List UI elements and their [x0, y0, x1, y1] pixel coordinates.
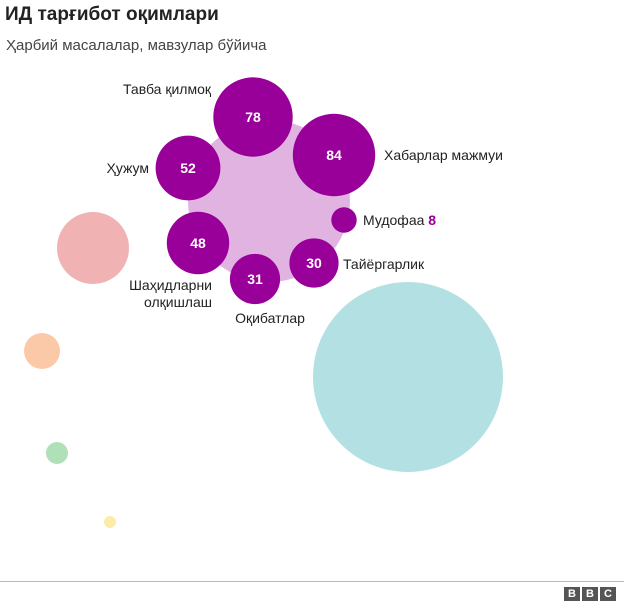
series-bubble-mudofaa [331, 207, 357, 233]
chart-subtitle: Ҳарбий масалалар, мавзулар бўйича [6, 37, 267, 54]
series-bubble-khabarlar: 84 [292, 113, 376, 197]
value-label-oqibatlar: 31 [247, 271, 263, 287]
category-label-tavba: Тавба қилмоқ [123, 81, 212, 97]
category-label-mudofaa: Мудофаа 8 [363, 212, 436, 228]
other-category-bubble-3 [24, 333, 60, 369]
chart-title: ИД тарғибот оқимлари [5, 4, 219, 25]
bubble-tavba [213, 77, 293, 157]
category-label-line: Тавба қилмоқ [123, 81, 212, 97]
value-label-shahidlar: 48 [190, 235, 206, 251]
footer-divider [0, 581, 624, 582]
bbc-logo-letter: B [582, 587, 598, 601]
bubble-hujum [155, 135, 221, 201]
value-label-khabarlar: 84 [326, 147, 342, 163]
bubble-khabarlar [292, 113, 376, 197]
category-label-line: Мудофаа [363, 212, 425, 228]
category-label-tayyorgarlik: Тайёргарлик [343, 256, 425, 272]
category-label-oqibatlar: Оқибатлар [235, 310, 305, 326]
category-label-line: Ҳужум [107, 160, 150, 176]
bbc-logo: B B C [564, 587, 616, 601]
category-label-line: олқишлаш [144, 294, 212, 310]
category-label-khabarlar: Хабарлар мажмуи [384, 147, 503, 163]
bbc-logo-letter: C [600, 587, 616, 601]
bubble-chart: 84 78 52 48 31 30 Хабарлар мажмуи Тавба … [24, 77, 503, 528]
value-label-tayyorgarlik: 30 [306, 255, 322, 271]
series-bubble-oqibatlar: 31 [229, 253, 281, 305]
category-label-line: Оқибатлар [235, 310, 305, 326]
value-label-hujum: 52 [180, 160, 196, 176]
other-category-bubble-4 [46, 442, 68, 464]
bbc-logo-letter: B [564, 587, 580, 601]
bubble-oqibatlar [229, 253, 281, 305]
series-bubble-tayyorgarlik: 30 [289, 238, 339, 288]
bubble-tayyorgarlik [289, 238, 339, 288]
bubble-shahidlar [166, 211, 230, 275]
series-bubble-hujum: 52 [155, 135, 221, 201]
series-bubble-tavba: 78 [213, 77, 293, 157]
category-label-hujum: Ҳужум [107, 160, 150, 176]
category-label-line: Хабарлар мажмуи [384, 147, 503, 163]
other-category-bubble-1 [313, 282, 503, 472]
category-label-line: Тайёргарлик [343, 256, 425, 272]
other-category-bubble-5 [104, 516, 116, 528]
category-label-shahidlar: Шаҳидларни олқишлаш [129, 277, 212, 310]
value-label-tavba: 78 [245, 109, 261, 125]
other-category-bubble-2 [57, 212, 129, 284]
category-label-line: Шаҳидларни [129, 277, 212, 293]
series-bubble-shahidlar: 48 [166, 211, 230, 275]
value-label-mudofaa: 8 [424, 212, 436, 228]
bubble-mudofaa [331, 207, 357, 233]
